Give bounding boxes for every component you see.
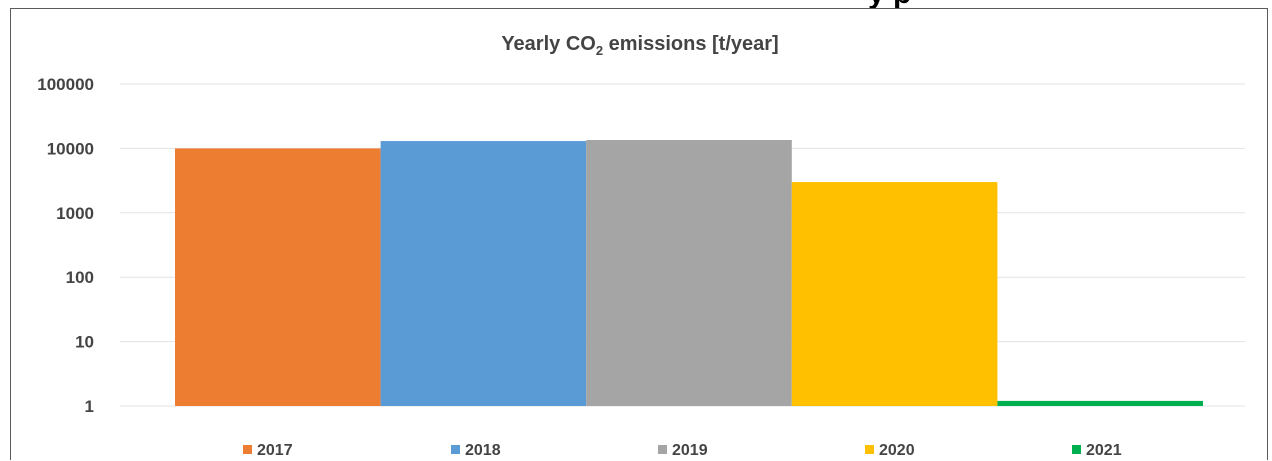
legend-label-2017: 2017	[257, 442, 293, 459]
legend-label-2020: 2020	[879, 442, 915, 459]
y-tick-label: 1	[85, 397, 94, 416]
y-tick-label: 100000	[37, 75, 94, 94]
legend-swatch-2021	[1072, 445, 1081, 454]
legend-label-2021: 2021	[1086, 442, 1122, 459]
chart-title-suffix: emissions [t/year]	[603, 33, 779, 55]
bar-2020	[791, 182, 998, 406]
y-tick-label: 1000	[56, 204, 94, 223]
bar-2017	[175, 148, 381, 406]
legend: 2017 2018 2019 2020 2021	[243, 442, 1122, 459]
y-tick-label: 10000	[47, 139, 94, 158]
bar-2019	[586, 140, 792, 406]
cropped-heading-fragment: y p	[0, 0, 1272, 8]
legend-swatch-2020	[865, 445, 874, 454]
legend-swatch-2017	[243, 445, 252, 454]
chart-title: Yearly CO2 emissions [t/year]	[501, 33, 778, 58]
legend-swatch-2019	[658, 445, 667, 454]
y-axis-tick-labels: 100000 10000 1000 100 10 1	[37, 75, 94, 416]
bar-2021	[997, 400, 1203, 406]
legend-label-2019: 2019	[672, 442, 708, 459]
chart-title-prefix: Yearly CO	[501, 33, 596, 55]
legend-swatch-2018	[451, 445, 460, 454]
cropped-heading-text: y p	[868, 0, 911, 8]
y-tick-label: 100	[66, 268, 94, 287]
bars	[175, 140, 1203, 406]
legend-label-2018: 2018	[465, 442, 501, 459]
bar-2018	[380, 141, 587, 406]
chart-title-subscript: 2	[596, 43, 603, 58]
y-tick-label: 10	[75, 333, 94, 352]
